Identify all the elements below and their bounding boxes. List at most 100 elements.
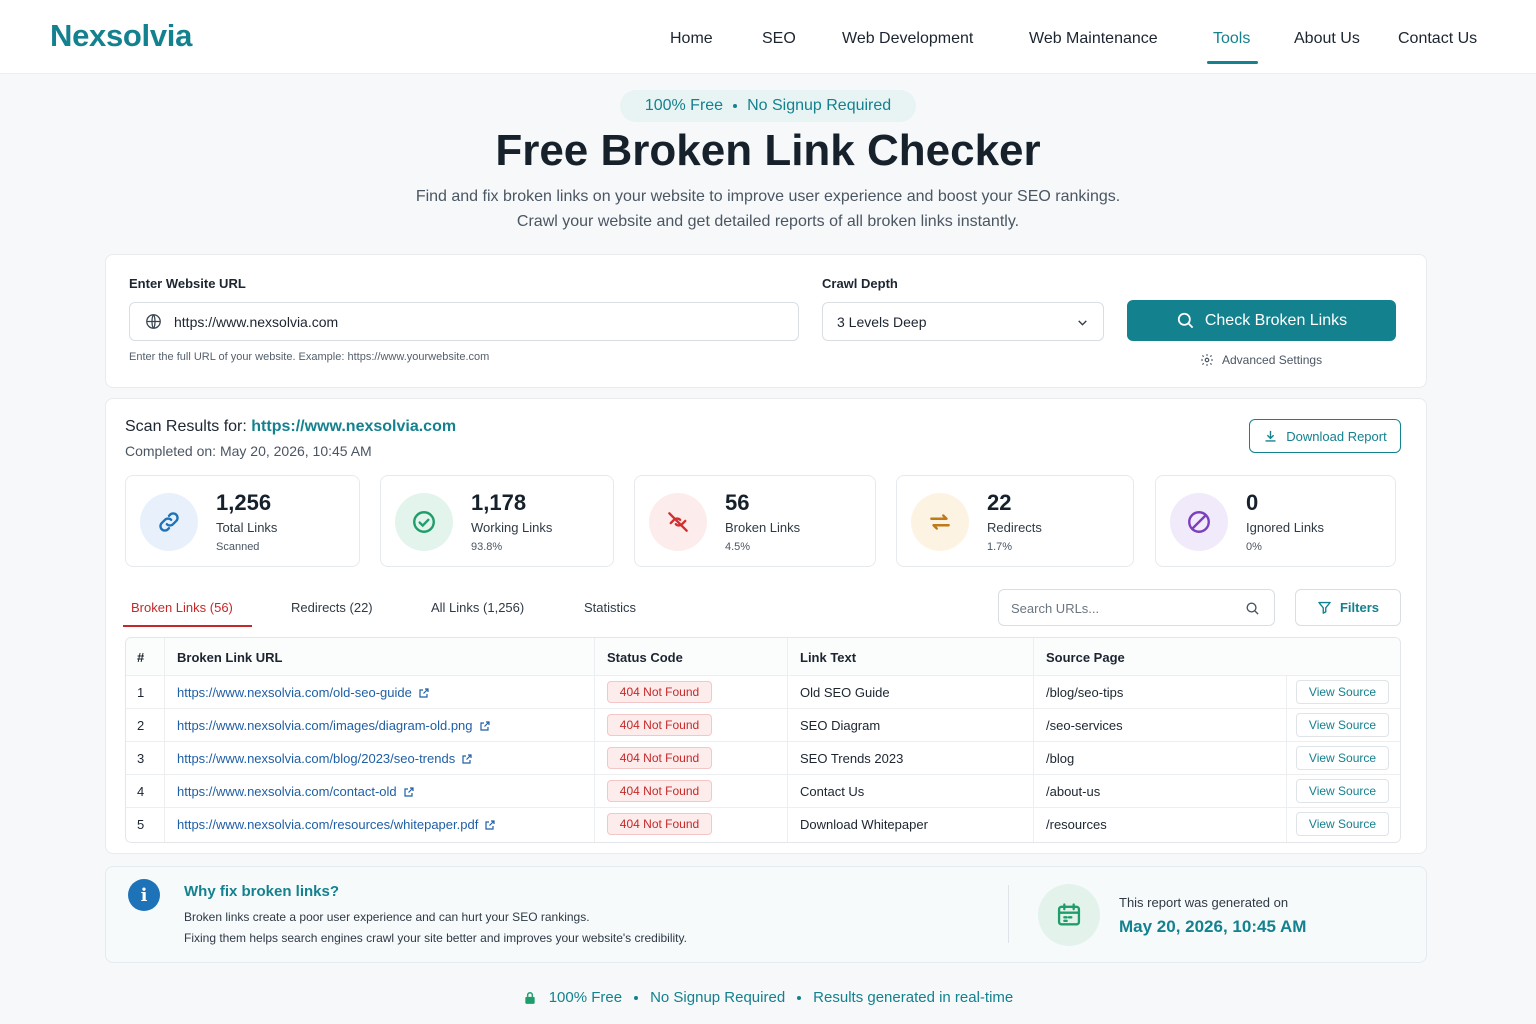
link-text: Contact Us <box>800 784 865 799</box>
generated-label: This report was generated on <box>1119 895 1289 910</box>
broken-url-link[interactable]: https://www.nexsolvia.com/resources/whit… <box>177 817 496 832</box>
row-index: 3 <box>137 751 145 766</box>
link-text: Old SEO Guide <box>800 685 890 700</box>
footer-dot <box>634 995 639 1000</box>
broken-url-text: https://www.nexsolvia.com/old-seo-guide <box>177 685 412 700</box>
broken-url-link[interactable]: https://www.nexsolvia.com/old-seo-guide <box>177 685 430 700</box>
stat-card-redirects: 22 Redirects 1.7% <box>896 475 1134 567</box>
nav-web-development[interactable]: Web Development <box>842 30 974 47</box>
stat-card-ignored-links: 0 Ignored Links 0% <box>1155 475 1396 567</box>
row-index: 1 <box>137 685 145 700</box>
advanced-settings-label: Advanced Settings <box>1222 353 1323 367</box>
broken-link-icon <box>649 493 707 551</box>
view-source-button[interactable]: View Source <box>1296 713 1389 737</box>
download-report-label: Download Report <box>1286 428 1387 444</box>
stat-label: Ignored Links <box>1246 520 1325 535</box>
nav-web-maintenance[interactable]: Web Maintenance <box>1029 30 1158 47</box>
footer-no-signup: No Signup Required <box>650 989 786 1006</box>
url-input-value: https://www.nexsolvia.com <box>174 313 339 330</box>
info-text-line1: Broken links create a poor user experien… <box>184 910 590 924</box>
info-text-line2: Fixing them helps search engines crawl y… <box>184 931 687 945</box>
crawl-depth-label: Crawl Depth <box>822 276 898 291</box>
completed-timestamp: Completed on: May 20, 2026, 10:45 AM <box>125 443 372 459</box>
stat-value: 22 <box>987 490 1012 515</box>
search-icon <box>1245 601 1260 616</box>
table-row: 2 https://www.nexsolvia.com/images/diagr… <box>126 709 1400 742</box>
status-badge: 404 Not Found <box>607 681 712 703</box>
nav-contact-us[interactable]: Contact Us <box>1398 30 1478 47</box>
stat-sub: 0% <box>1246 541 1262 553</box>
table-header-row: # Broken Link URL Status Code Link Text … <box>126 638 1400 676</box>
source-page: /seo-services <box>1046 718 1123 733</box>
filters-label: Filters <box>1339 600 1379 615</box>
stat-label: Redirects <box>987 520 1042 535</box>
tab-statistics[interactable]: Statistics <box>584 600 637 615</box>
why-fix-info-card: i Why fix broken links? Broken links cre… <box>105 866 1427 963</box>
ban-icon <box>1170 493 1228 551</box>
stat-value: 0 <box>1246 490 1259 515</box>
gear-icon <box>1200 353 1214 367</box>
stat-label: Broken Links <box>725 520 801 535</box>
external-link-icon <box>485 819 495 830</box>
status-badge: 404 Not Found <box>607 747 712 769</box>
row-index: 4 <box>137 784 145 799</box>
lock-icon <box>523 991 537 1005</box>
broken-url-link[interactable]: https://www.nexsolvia.com/blog/2023/seo-… <box>177 751 473 766</box>
view-source-button[interactable]: View Source <box>1296 680 1389 704</box>
source-page: /about-us <box>1046 784 1101 799</box>
url-label: Enter Website URL <box>129 276 246 291</box>
nav-about-us[interactable]: About Us <box>1294 30 1360 47</box>
header-status: Status Code <box>607 650 683 665</box>
view-source-button[interactable]: View Source <box>1296 812 1389 836</box>
header-source-page: Source Page <box>1046 650 1125 665</box>
info-title: Why fix broken links? <box>184 883 340 900</box>
search-urls-input[interactable] <box>1011 598 1236 618</box>
filter-funnel-icon <box>1317 600 1332 615</box>
tab-redirects[interactable]: Redirects (22) <box>291 600 373 615</box>
nav-home[interactable]: Home <box>670 30 713 47</box>
link-text: SEO Diagram <box>800 718 881 733</box>
page-title: Free Broken Link Checker <box>495 126 1041 175</box>
download-report-button[interactable]: Download Report <box>1249 419 1401 453</box>
stat-card-total-links: 1,256 Total Links Scanned <box>125 475 360 567</box>
url-input[interactable]: https://www.nexsolvia.com <box>129 302 799 341</box>
check-broken-links-button[interactable]: Check Broken Links <box>1127 300 1396 341</box>
crawl-depth-value: 3 Levels Deep <box>837 313 927 330</box>
table-row: 5 https://www.nexsolvia.com/resources/wh… <box>126 808 1400 841</box>
footer-free: 100% Free <box>548 989 623 1006</box>
tab-all-links[interactable]: All Links (1,256) <box>431 600 525 615</box>
broken-url-link[interactable]: https://www.nexsolvia.com/contact-old <box>177 784 415 799</box>
brand-logo[interactable]: Nexsolvia <box>50 18 193 53</box>
link-text: SEO Trends 2023 <box>800 751 904 766</box>
filters-button[interactable]: Filters <box>1295 589 1401 626</box>
broken-links-table: # Broken Link URL Status Code Link Text … <box>125 637 1401 843</box>
tab-broken-links[interactable]: Broken Links (56) <box>131 600 233 615</box>
hero-subtitle-line1: Find and fix broken links on your websit… <box>415 188 1121 205</box>
results-title-url[interactable]: https://www.nexsolvia.com <box>251 418 457 435</box>
nav-tools[interactable]: Tools <box>1213 30 1251 47</box>
view-source-button[interactable]: View Source <box>1296 746 1389 770</box>
generated-date: May 20, 2026, 10:45 AM <box>1119 917 1307 936</box>
stat-sub: Scanned <box>216 541 260 553</box>
search-urls-box <box>998 589 1275 626</box>
download-icon <box>1263 429 1278 444</box>
table-row: 4 https://www.nexsolvia.com/contact-old … <box>126 775 1400 808</box>
table-row: 1 https://www.nexsolvia.com/old-seo-guid… <box>126 676 1400 709</box>
crawl-depth-select[interactable]: 3 Levels Deep <box>822 302 1104 341</box>
globe-icon <box>145 313 162 330</box>
broken-url-text: https://www.nexsolvia.com/blog/2023/seo-… <box>177 751 456 766</box>
view-source-button[interactable]: View Source <box>1296 779 1389 803</box>
stat-sub: 4.5% <box>725 541 751 553</box>
info-icon: i <box>128 879 160 911</box>
stat-value: 1,178 <box>471 490 527 515</box>
check-broken-links-label: Check Broken Links <box>1204 311 1348 329</box>
nav-seo[interactable]: SEO <box>762 30 796 47</box>
advanced-settings-link[interactable]: Advanced Settings <box>1200 353 1322 367</box>
stat-label: Total Links <box>216 520 278 535</box>
chevron-down-icon <box>1076 316 1089 329</box>
broken-url-link[interactable]: https://www.nexsolvia.com/images/diagram… <box>177 718 491 733</box>
url-hint: Enter the full URL of your website. Exam… <box>129 351 490 363</box>
column-divider <box>594 638 595 842</box>
nav-active-indicator <box>1207 61 1258 64</box>
calendar-icon <box>1038 884 1100 946</box>
